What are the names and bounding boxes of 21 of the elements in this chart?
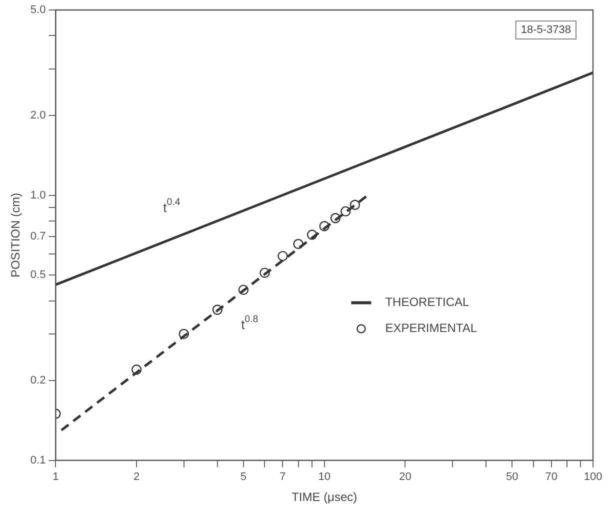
y-tick-label: 0.2 — [30, 374, 46, 387]
legend-label: THEORETICAL — [385, 295, 470, 310]
x-tick-label: 50 — [506, 471, 518, 484]
x-tick-label: 10 — [318, 471, 330, 484]
x-axis-title: TIME (μsec) — [292, 490, 358, 504]
x-tick-label: 2 — [134, 471, 140, 484]
y-tick-label: 1.0 — [30, 189, 46, 202]
y-tick-label: 0.5 — [30, 269, 46, 282]
x-tick-label: 7 — [280, 471, 286, 484]
y-tick-label: 2.0 — [30, 110, 46, 122]
legend-label: EXPERIMENTAL — [385, 321, 478, 336]
y-tick-label: 5.0 — [30, 4, 46, 16]
annotation: 18-5-3738 — [520, 24, 572, 36]
x-tick-label: 70 — [545, 471, 558, 484]
x-tick-label: 100 — [584, 471, 602, 484]
y-axis-title: POSITION (cm) — [8, 192, 23, 278]
y-tick-label: 0.1 — [30, 454, 46, 466]
x-tick-label: 5 — [240, 471, 247, 484]
y-tick-label: 0.7 — [30, 230, 46, 242]
x-tick-label: 20 — [399, 471, 412, 484]
x-tick-label: 1 — [52, 471, 59, 484]
